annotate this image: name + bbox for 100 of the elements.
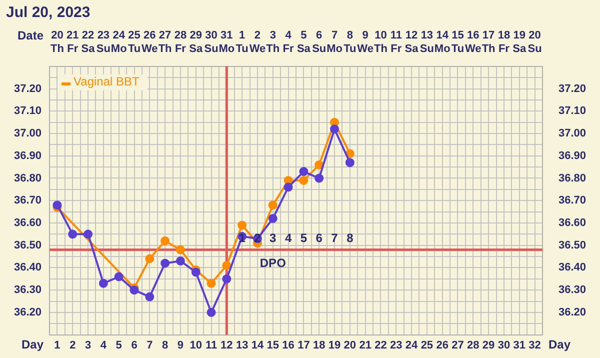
y-tick-label: 37.00 xyxy=(14,128,42,140)
point xyxy=(145,254,154,264)
point xyxy=(268,200,278,210)
x-tick-label: 14 xyxy=(251,339,264,352)
x2-tick-label: 29 Sa xyxy=(189,30,204,55)
x-tick-label: 17 xyxy=(298,339,310,352)
x-tick-label: 1 xyxy=(54,339,60,352)
point xyxy=(84,230,93,239)
y2-tick-label: 36.80 xyxy=(558,172,586,184)
point xyxy=(284,182,293,192)
x2-tick-label: 16 We xyxy=(464,30,482,55)
x-tick-label: 27 xyxy=(452,339,464,352)
y-tick-label: 36.60 xyxy=(14,217,42,229)
point xyxy=(160,258,170,268)
x-tick-label: 13 xyxy=(236,339,248,352)
x-tick-label: 7 xyxy=(146,339,153,352)
text: Day xyxy=(22,338,44,352)
point xyxy=(314,160,324,170)
x2-tick-label: 24 Mo xyxy=(110,30,128,55)
point xyxy=(222,260,232,270)
x-tick-label: 20 xyxy=(344,339,356,352)
x2-tick-label: 2 We xyxy=(249,30,266,55)
point xyxy=(68,230,78,239)
point xyxy=(176,256,185,266)
y2-tick-label: 37.00 xyxy=(558,128,586,140)
x-tick-label: 25 xyxy=(420,339,434,352)
point xyxy=(299,167,308,176)
x-tick-label: 2 xyxy=(70,339,76,352)
y2-tick-label: 37.10 xyxy=(558,105,586,118)
x-tick-label: 10 xyxy=(190,339,202,352)
x2-tick-label: 22 Sa xyxy=(81,30,96,55)
x2-tick-label: 13 Su xyxy=(420,30,434,55)
x-tick-label: 21 xyxy=(359,339,372,352)
x-tick-label: 12 xyxy=(220,339,233,352)
y-tick-label: 37.20 xyxy=(14,82,42,95)
x2-tick-label: 30 Su xyxy=(204,30,218,55)
y2-tick-label: 36.50 xyxy=(558,239,586,252)
legend-label: Vaginal BBT xyxy=(74,74,140,89)
x2-tick-label: 27 Th xyxy=(158,30,172,55)
x2-tick-label: 10 Th xyxy=(374,30,388,55)
x2-tick-label: 26 We xyxy=(142,30,158,55)
x2-tick-label: 12 Sa xyxy=(404,30,420,55)
x-tick-label: 29 xyxy=(482,339,495,352)
point xyxy=(206,278,216,288)
x2-tick-label: 19 Sa xyxy=(512,30,527,55)
point xyxy=(314,174,324,183)
x2-tick-label: 17 Th xyxy=(482,30,496,55)
x2-tick-label: 21 Fr xyxy=(66,30,79,55)
x2-tick-label: 4 Fr xyxy=(282,30,295,55)
point xyxy=(130,286,139,295)
x-tick-label: 11 xyxy=(205,339,218,352)
x2-tick-label: 25 Tu xyxy=(128,30,141,55)
x2-tick-label: 18 Fr xyxy=(498,30,510,55)
x-tick-label: 32 xyxy=(528,339,541,352)
point xyxy=(191,268,200,277)
x2-tick-label: 20 Th xyxy=(50,30,64,55)
x2-tick-label: 14 Mo xyxy=(434,30,451,55)
point xyxy=(268,214,278,223)
annotation: DPO xyxy=(260,256,286,270)
x-tick-label: 22 xyxy=(374,339,387,352)
y2-tick-label: 36.30 xyxy=(558,284,586,296)
x2-tick-label: 15 Tu xyxy=(451,30,464,55)
y-tick-label: 36.90 xyxy=(14,150,42,162)
chart-title: Jul 20, 2023 xyxy=(6,4,90,22)
y-tick-label: 36.40 xyxy=(14,262,42,274)
annotation: 4 xyxy=(284,231,292,246)
annotation: 7 xyxy=(331,231,338,246)
x2-tick-label: 23 Su xyxy=(96,30,110,55)
point xyxy=(299,176,308,185)
annotation: 8 xyxy=(346,231,354,246)
x2-tick-label: 31 Mo xyxy=(218,30,235,55)
x-tick-label: 31 xyxy=(513,339,526,352)
y2-tick-label: 36.40 xyxy=(558,262,586,274)
x-tick-label: 6 xyxy=(131,339,138,352)
point xyxy=(145,292,154,302)
point xyxy=(114,272,124,282)
y-tick-label: 36.80 xyxy=(14,172,42,184)
x-tick-label: 24 xyxy=(405,339,419,352)
x-tick-label: 23 xyxy=(390,339,402,352)
x-tick-label: 9 xyxy=(177,339,184,352)
annotation: 2 xyxy=(254,231,262,246)
annotation: 3 xyxy=(270,231,277,246)
x2-tick-label: 8 Tu xyxy=(344,30,356,55)
x-tick-label: 19 xyxy=(328,339,341,352)
y-tick-label: 37.10 xyxy=(14,105,42,118)
x2-tick-label: 9 We xyxy=(357,30,374,55)
x2-tick-label: 28 Fr xyxy=(174,30,187,55)
x-tick-label: 5 xyxy=(116,339,122,352)
x-tick-label: 8 xyxy=(162,339,168,352)
x-axis-title: Day xyxy=(548,338,571,352)
x2-tick-label: 7 Mo xyxy=(326,30,343,55)
x2-tick-label: 5 Sa xyxy=(296,30,312,55)
x2-tick-label: 11 Fr xyxy=(390,30,402,55)
y2-tick-label: 36.60 xyxy=(558,217,586,229)
x2-axis-title: Date xyxy=(18,28,44,42)
y2-tick-label: 36.70 xyxy=(558,194,586,207)
x2-tick-label: 3 Th xyxy=(266,30,280,55)
y2-tick-label: 36.20 xyxy=(558,306,586,318)
x-tick-label: 18 xyxy=(312,339,326,352)
x-tick-label: 30 xyxy=(498,339,510,352)
